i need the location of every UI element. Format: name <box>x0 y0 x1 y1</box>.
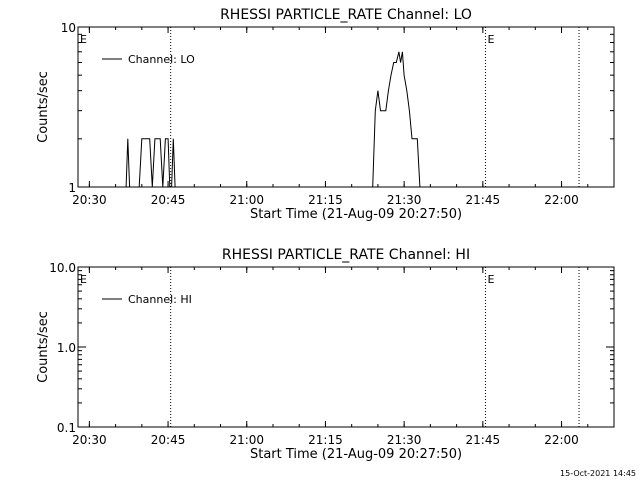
legend-label: Channel: HI <box>128 293 192 306</box>
x-axis-label: Start Time (21-Aug-09 20:27:50) <box>250 207 462 222</box>
x-tick-label: 21:15 <box>308 433 343 447</box>
x-tick-label: 21:15 <box>308 193 343 207</box>
chart-title: RHESSI PARTICLE_RATE Channel: LO <box>220 7 472 23</box>
y-tick-label: 1.0 <box>57 341 76 355</box>
plot-frame <box>77 26 615 188</box>
plot-hi-channel: RHESSI PARTICLE_RATE Channel: HI 20:30 20:… <box>36 247 615 462</box>
series-line <box>125 138 131 188</box>
series-line <box>138 138 171 188</box>
x-tick-label: 22:00 <box>544 433 579 447</box>
x-tick-label: 20:30 <box>72 193 107 207</box>
time-marker-label: E <box>80 33 87 46</box>
series-line <box>171 138 176 188</box>
y-tick-label: 10.0 <box>49 261 76 275</box>
x-tick-label: 20:45 <box>151 193 186 207</box>
y-axis-label: Counts/sec <box>36 311 51 383</box>
legend-label: Channel: LO <box>128 53 195 66</box>
y-axis-label: Counts/sec <box>36 71 51 143</box>
x-tick-label: 20:30 <box>72 433 107 447</box>
x-tick-label: 20:45 <box>151 433 186 447</box>
time-marker-label: E <box>487 273 494 286</box>
x-axis-label: Start Time (21-Aug-09 20:27:50) <box>250 447 462 462</box>
y-tick-label: 10 <box>61 21 76 35</box>
y-tick-label: 0.1 <box>57 421 76 435</box>
x-tick-label: 21:45 <box>466 433 501 447</box>
plot-lo-channel: RHESSI PARTICLE_RATE Channel: LO 20:30 20:… <box>36 7 615 222</box>
chart-title: RHESSI PARTICLE_RATE Channel: HI <box>222 247 470 263</box>
y-tick-label: 1 <box>68 181 76 195</box>
x-tick-label: 21:30 <box>387 193 422 207</box>
time-marker-label: E <box>80 273 87 286</box>
time-marker-label: E <box>487 33 494 46</box>
series-line <box>372 51 421 188</box>
footer-timestamp: 15-Oct-2021 14:45 <box>560 469 636 478</box>
x-tick-label: 21:30 <box>387 433 422 447</box>
x-tick-label: 21:00 <box>229 433 264 447</box>
x-tick-label: 21:45 <box>466 193 501 207</box>
x-tick-label: 22:00 <box>544 193 579 207</box>
x-tick-label: 21:00 <box>229 193 264 207</box>
plot-frame <box>77 266 615 428</box>
